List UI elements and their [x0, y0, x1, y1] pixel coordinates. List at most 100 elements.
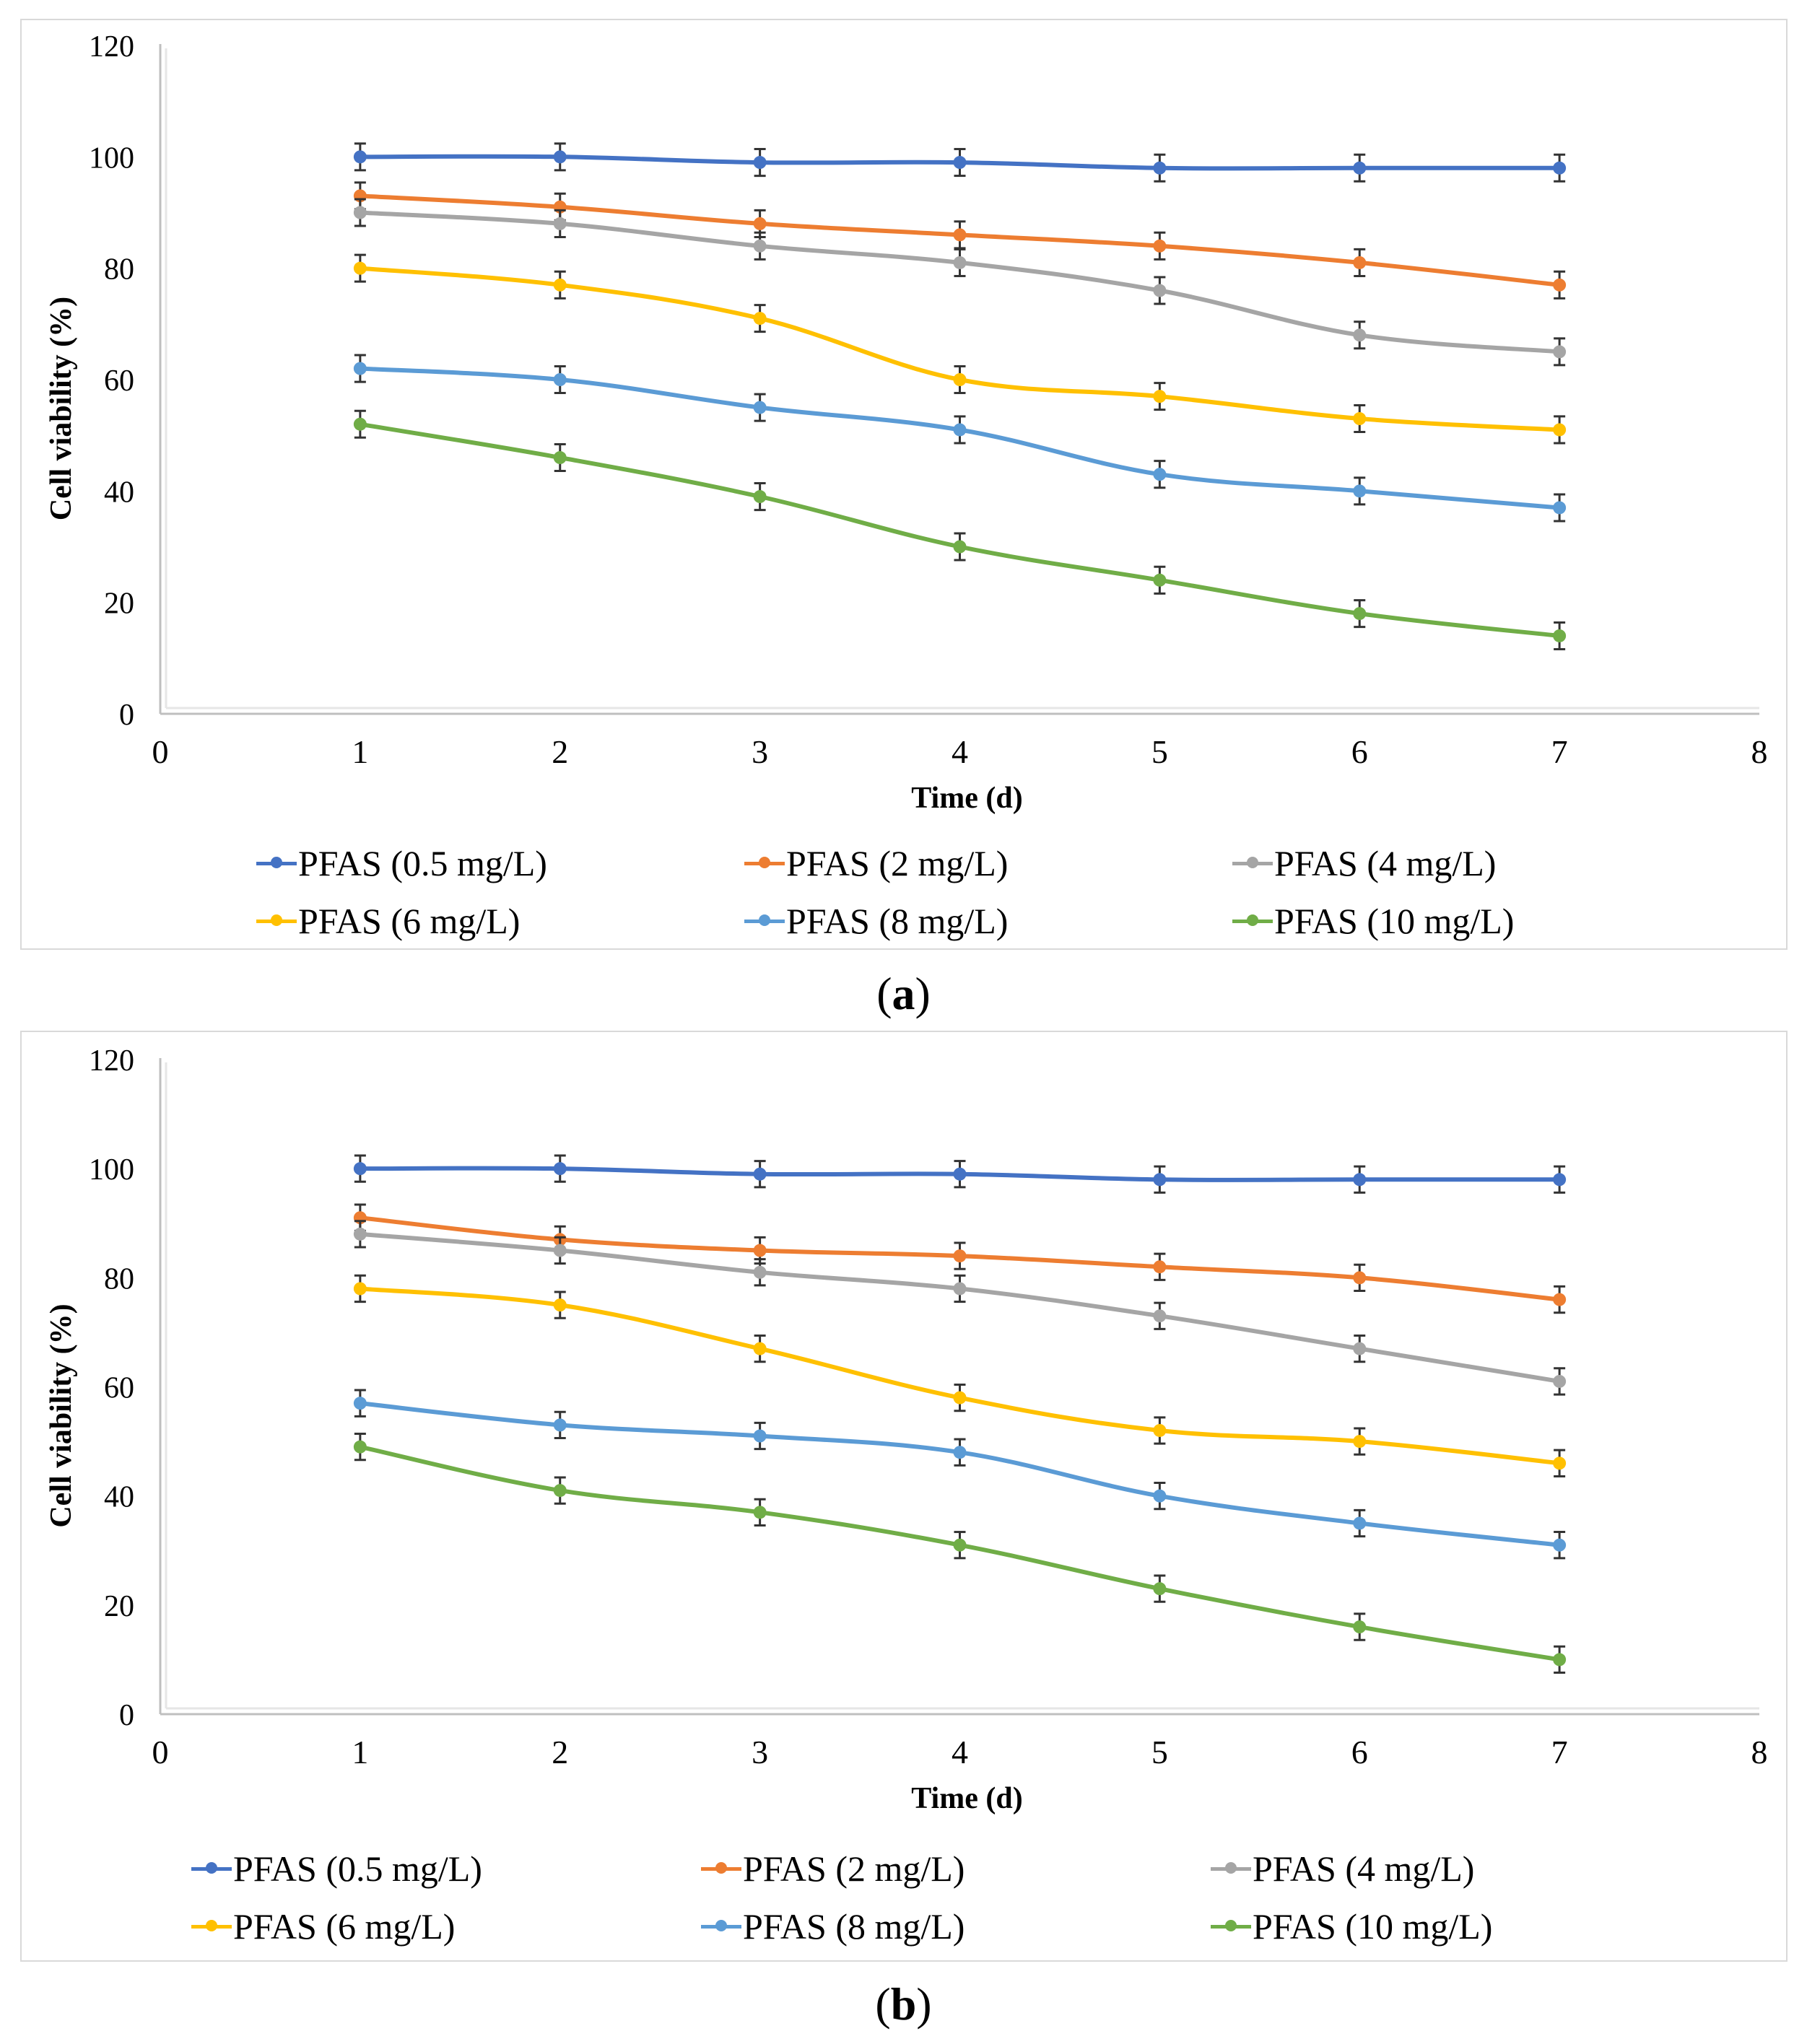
- caption-a: (a): [876, 968, 931, 1019]
- legend-item: PFAS (6 mg/L): [191, 1903, 701, 1950]
- legend-label: PFAS (10 mg/L): [1253, 1906, 1493, 1947]
- chart-b-y-tick-label: 20: [104, 1590, 134, 1623]
- chart-a-y-tick-label: 120: [89, 30, 134, 64]
- legend-b: PFAS (0.5 mg/L) PFAS (2 mg/L) PFAS (4 mg/L…: [191, 1845, 1720, 1950]
- chart-b-data-point: [753, 1265, 767, 1279]
- chart-b-data-point: [1553, 1293, 1567, 1306]
- chart-a-x-tick-label: 6: [1351, 733, 1368, 770]
- legend-item: PFAS (2 mg/L): [701, 1845, 1211, 1892]
- chart-b-y-tick-label: 0: [119, 1699, 134, 1732]
- chart-a-y-tick-label: 100: [89, 141, 134, 175]
- chart-b-x-tick-label: 0: [152, 1734, 169, 1770]
- chart-b-series-5: [353, 1433, 1567, 1674]
- chart-b-series-2: [353, 1220, 1567, 1396]
- chart-a-y-tick-label: 40: [104, 476, 134, 509]
- legend-a: PFAS (0.5 mg/L) PFAS (2 mg/L) PFAS (4 mg/L…: [256, 839, 1720, 945]
- chart-a-data-point: [1353, 412, 1367, 426]
- chart-b-data-point: [1153, 1309, 1167, 1323]
- chart-a-data-point: [753, 239, 767, 253]
- chart-b-x-tick-label: 1: [352, 1734, 368, 1770]
- chart-b-series-4: [353, 1389, 1567, 1560]
- legend-label: PFAS (4 mg/L): [1253, 1848, 1475, 1889]
- chart-b-x-axis-title: Time (d): [911, 1782, 1022, 1815]
- chart-b-y-tick-label: 60: [104, 1372, 134, 1405]
- chart-b-data-point: [1353, 1173, 1367, 1187]
- chart-a-data-point: [1153, 573, 1167, 587]
- chart-a-data-point: [953, 373, 967, 386]
- chart-a-data-point: [1353, 484, 1367, 498]
- legend-label: PFAS (8 mg/L): [786, 901, 1009, 941]
- chart-b-series-0: [353, 1154, 1567, 1194]
- chart-b-data-point: [553, 1418, 567, 1432]
- chart-b-x-tick-label: 6: [1351, 1734, 1368, 1770]
- chart-a-data-point: [553, 451, 567, 465]
- legend-swatch-icon: [1211, 1920, 1251, 1931]
- chart-b-x-tick-label: 2: [552, 1734, 568, 1770]
- chart-a-data-point: [1553, 629, 1567, 642]
- chart-b-data-point: [1553, 1374, 1567, 1388]
- chart-b-data-point: [353, 1440, 367, 1454]
- chart-a-data-point: [353, 150, 367, 164]
- legend-item: PFAS (2 mg/L): [744, 839, 1232, 887]
- legend-label: PFAS (8 mg/L): [743, 1906, 965, 1947]
- legend-swatch-icon: [1211, 1862, 1251, 1874]
- chart-a-data-point: [753, 312, 767, 326]
- chart-b-data-point: [553, 1244, 567, 1257]
- chart-a-data-point: [1353, 161, 1367, 175]
- chart-a-data-point: [553, 278, 567, 292]
- chart-a-data-point: [1153, 239, 1167, 253]
- chart-a-data-point: [953, 256, 967, 269]
- chart-b-data-point: [953, 1249, 967, 1263]
- chart-b-data-point: [753, 1244, 767, 1257]
- chart-a-data-point: [753, 156, 767, 170]
- chart-a-data-point: [1353, 256, 1367, 269]
- chart-b-data-point: [1553, 1538, 1567, 1552]
- chart-b-axes: [159, 1058, 1759, 1716]
- chart-b-data-point: [1553, 1173, 1567, 1187]
- chart-b-data-point: [353, 1162, 367, 1176]
- chart-a-series-2: [353, 198, 1567, 367]
- chart-b-data-point: [1153, 1489, 1167, 1503]
- legend-item: PFAS (4 mg/L): [1211, 1845, 1720, 1892]
- chart-b-data-point: [953, 1446, 967, 1459]
- chart-a-x-tick-label: 1: [352, 733, 368, 770]
- legend-swatch-icon: [744, 914, 785, 926]
- chart-b-data-point: [1553, 1653, 1567, 1667]
- legend-label: PFAS (2 mg/L): [786, 843, 1009, 883]
- chart-b-data-point: [1153, 1260, 1167, 1274]
- legend-label: PFAS (0.5 mg/L): [298, 843, 547, 883]
- legend-label: PFAS (4 mg/L): [1274, 843, 1497, 883]
- chart-b-data-point: [753, 1342, 767, 1355]
- chart-b-y-tick-label: 100: [89, 1153, 134, 1187]
- chart-b-data-point: [1153, 1423, 1167, 1437]
- chart-a-y-tick-label: 20: [104, 588, 134, 621]
- chart-b-x-tick-label: 5: [1151, 1734, 1168, 1770]
- chart-a-data-point: [1553, 278, 1567, 292]
- chart-b-y-tick-label: 120: [89, 1044, 134, 1078]
- chart-frame-b: [20, 1031, 1788, 1962]
- legend-swatch-icon: [256, 857, 297, 868]
- chart-b-x-tick-label: 3: [752, 1734, 768, 1770]
- chart-a-data-point: [953, 423, 967, 437]
- legend-item: PFAS (0.5 mg/L): [191, 1845, 701, 1892]
- chart-a-data-point: [1553, 501, 1567, 515]
- chart-a-x-tick-label: 7: [1551, 733, 1568, 770]
- legend-label: PFAS (2 mg/L): [743, 1848, 965, 1889]
- chart-a-data-point: [1553, 423, 1567, 437]
- chart-b-x-tick-label: 7: [1551, 1734, 1568, 1770]
- chart-b-data-point: [553, 1162, 567, 1176]
- chart-b-data-point: [953, 1167, 967, 1181]
- chart-a-x-tick-label: 0: [152, 733, 169, 770]
- chart-a-data-point: [353, 417, 367, 431]
- legend-swatch-icon: [744, 857, 785, 868]
- chart-b-y-tick-label: 40: [104, 1481, 134, 1514]
- chart-b-data-point: [753, 1506, 767, 1519]
- chart-b-series-line: [357, 1401, 1562, 1547]
- legend-item: PFAS (8 mg/L): [701, 1903, 1211, 1950]
- chart-a-data-point: [553, 150, 567, 164]
- legend-label: PFAS (6 mg/L): [233, 1906, 456, 1947]
- chart-a-x-tick-label: 2: [552, 733, 568, 770]
- chart-a-data-point: [1353, 328, 1367, 342]
- chart-a-x-tick-label: 5: [1151, 733, 1168, 770]
- chart-b-data-point: [753, 1167, 767, 1181]
